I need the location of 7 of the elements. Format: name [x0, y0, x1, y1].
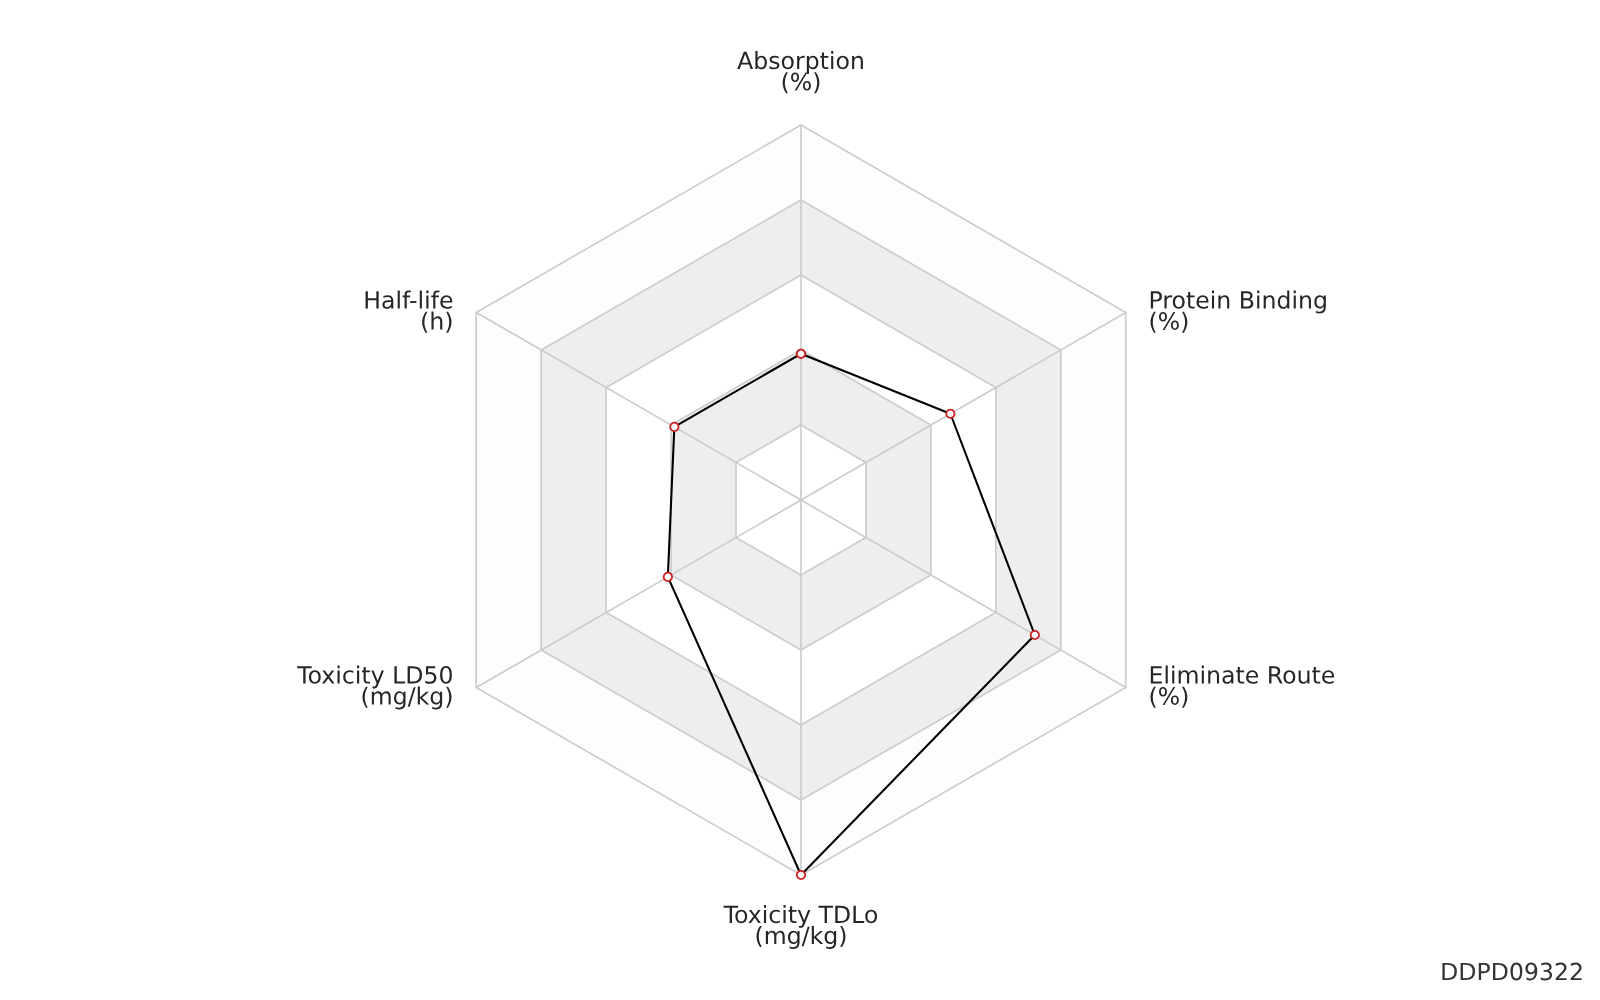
spoke-label: Toxicity LD50 (mg/kg)	[297, 665, 452, 710]
spoke-label: Absorption (%)	[737, 51, 863, 94]
spoke-label: Toxicity TDLo (mg/kg)	[723, 905, 878, 949]
text: DDPD09322	[1442, 962, 1582, 981]
spoke-label: Half-life (h)	[365, 290, 453, 333]
spoke-label: Eliminate Route (%)	[1150, 665, 1335, 708]
spoke-label: Protein Binding (%)	[1150, 290, 1326, 333]
